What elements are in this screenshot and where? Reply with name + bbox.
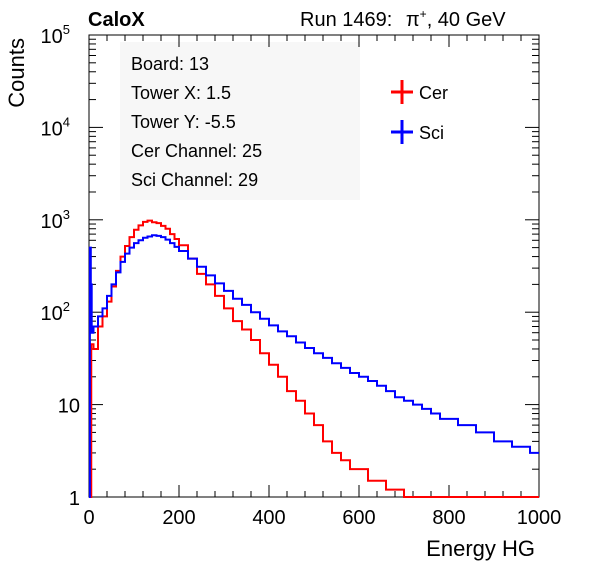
x-axis-title: Energy HG bbox=[426, 536, 535, 561]
y-tick-base: 10 bbox=[41, 303, 63, 325]
info-line-tower-x: Tower X: 1.5 bbox=[131, 83, 231, 103]
y-tick-label: 1 bbox=[69, 488, 80, 510]
y-tick-base: 10 bbox=[58, 396, 80, 418]
x-tick-label: 800 bbox=[432, 507, 465, 529]
y-tick-base: 10 bbox=[41, 118, 63, 140]
info-box-background bbox=[120, 42, 360, 200]
legend-item-cer: Cer bbox=[391, 80, 448, 104]
y-tick-label: 103 bbox=[41, 207, 70, 233]
y-tick-label: 10 bbox=[58, 396, 80, 418]
particle-charge: + bbox=[420, 7, 427, 21]
series-sci-line bbox=[88, 234, 539, 498]
info-line-board: Board: 13 bbox=[131, 54, 209, 74]
x-tick-label: 200 bbox=[162, 507, 195, 529]
x-tick-label: 600 bbox=[342, 507, 375, 529]
info-box: Board: 13 Tower X: 1.5 Tower Y: -5.5 Cer… bbox=[120, 42, 360, 200]
y-tick-label: 105 bbox=[41, 22, 70, 48]
series-cer-line bbox=[89, 219, 539, 498]
y-axis-title: Counts bbox=[4, 38, 29, 108]
info-line-cer-channel: Cer Channel: 25 bbox=[131, 141, 262, 161]
run-prefix: Run 1469: bbox=[300, 9, 392, 31]
y-tick-exponent: 5 bbox=[63, 22, 70, 37]
brand-label: CaloX bbox=[88, 9, 145, 31]
energy-suffix: , 40 GeV bbox=[427, 9, 507, 31]
x-tick-label: 0 bbox=[83, 507, 94, 529]
y-tick-exponent: 3 bbox=[63, 207, 70, 222]
run-label: Run 1469: π+, 40 GeV bbox=[300, 7, 506, 31]
y-tick-label: 104 bbox=[41, 114, 70, 140]
x-tick-label: 400 bbox=[252, 507, 285, 529]
y-tick-exponent: 2 bbox=[63, 299, 70, 314]
info-line-tower-y: Tower Y: -5.5 bbox=[131, 112, 236, 132]
legend-item-sci: Sci bbox=[391, 120, 444, 144]
y-tick-base: 10 bbox=[41, 211, 63, 233]
y-tick-exponent: 4 bbox=[63, 114, 70, 129]
legend-label-cer: Cer bbox=[419, 83, 448, 103]
y-tick-base: 10 bbox=[41, 26, 63, 48]
x-tick-label: 1000 bbox=[517, 507, 562, 529]
legend-label-sci: Sci bbox=[419, 123, 444, 143]
y-tick-label: 102 bbox=[41, 299, 70, 325]
data-series bbox=[88, 219, 539, 498]
info-line-sci-channel: Sci Channel: 29 bbox=[131, 170, 258, 190]
particle-symbol: π bbox=[406, 9, 420, 31]
legend: Cer Sci bbox=[391, 80, 448, 144]
y-tick-base: 1 bbox=[69, 488, 80, 510]
